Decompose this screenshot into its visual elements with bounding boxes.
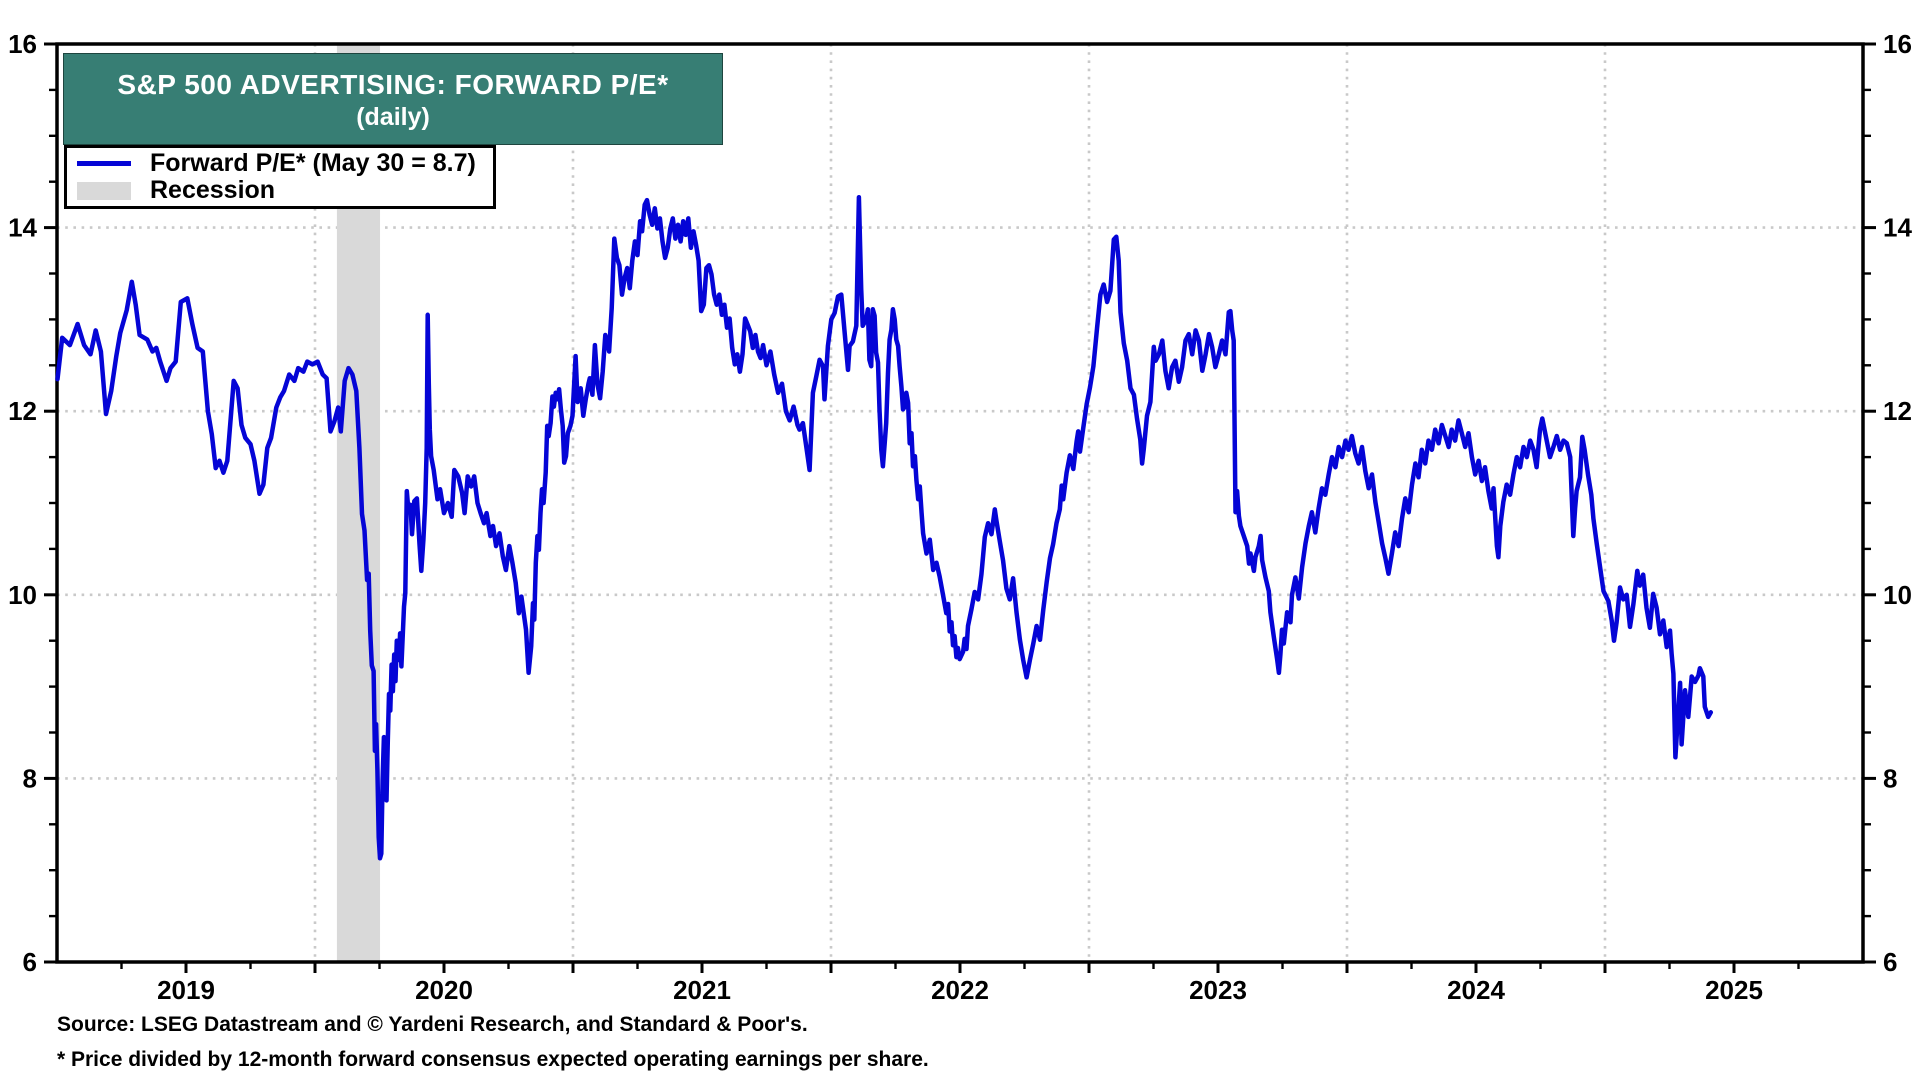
y-axis-label-left-12: 12: [8, 396, 37, 426]
x-axis-label-2021: 2021: [673, 975, 731, 1005]
chart-title-box: S&P 500 ADVERTISING: FORWARD P/E* (daily…: [63, 53, 723, 145]
legend: Forward P/E* (May 30 = 8.7) Recession: [64, 145, 496, 209]
recession-swatch-icon: [77, 181, 131, 200]
legend-item-recession: Recession: [67, 177, 493, 204]
line-swatch-icon: [77, 161, 131, 166]
source-text: Source: LSEG Datastream and © Yardeni Re…: [57, 1013, 808, 1036]
chart-title: S&P 500 ADVERTISING: FORWARD P/E*: [117, 68, 669, 100]
x-axis-label-2019: 2019: [157, 975, 215, 1005]
x-axis-label-2020: 2020: [415, 975, 473, 1005]
y-axis-label-right-16: 16: [1883, 29, 1912, 59]
x-axis-label-2024: 2024: [1447, 975, 1505, 1005]
y-axis-label-right-6: 6: [1883, 947, 1897, 977]
legend-label-recession: Recession: [150, 176, 276, 204]
y-axis-label-left-10: 10: [8, 580, 37, 610]
footnote-text: * Price divided by 12-month forward cons…: [57, 1048, 929, 1071]
y-axis-label-left-16: 16: [8, 29, 37, 59]
y-axis-label-right-10: 10: [1883, 580, 1912, 610]
y-axis-label-left-6: 6: [23, 947, 37, 977]
x-axis-label-2023: 2023: [1189, 975, 1247, 1005]
y-axis-label-right-12: 12: [1883, 396, 1912, 426]
legend-item-forward-pe: Forward P/E* (May 30 = 8.7): [67, 150, 493, 177]
forward-pe-line: [55, 195, 1714, 861]
x-axis-label-2025: 2025: [1705, 975, 1763, 1005]
y-axis-label-left-8: 8: [23, 763, 37, 793]
y-axis-label-left-14: 14: [8, 213, 37, 243]
y-axis-label-right-14: 14: [1883, 213, 1912, 243]
legend-label-forward-pe: Forward P/E* (May 30 = 8.7): [150, 149, 476, 177]
x-axis-label-2022: 2022: [931, 975, 989, 1005]
y-axis-label-right-8: 8: [1883, 763, 1897, 793]
chart-subtitle: (daily): [356, 102, 430, 131]
